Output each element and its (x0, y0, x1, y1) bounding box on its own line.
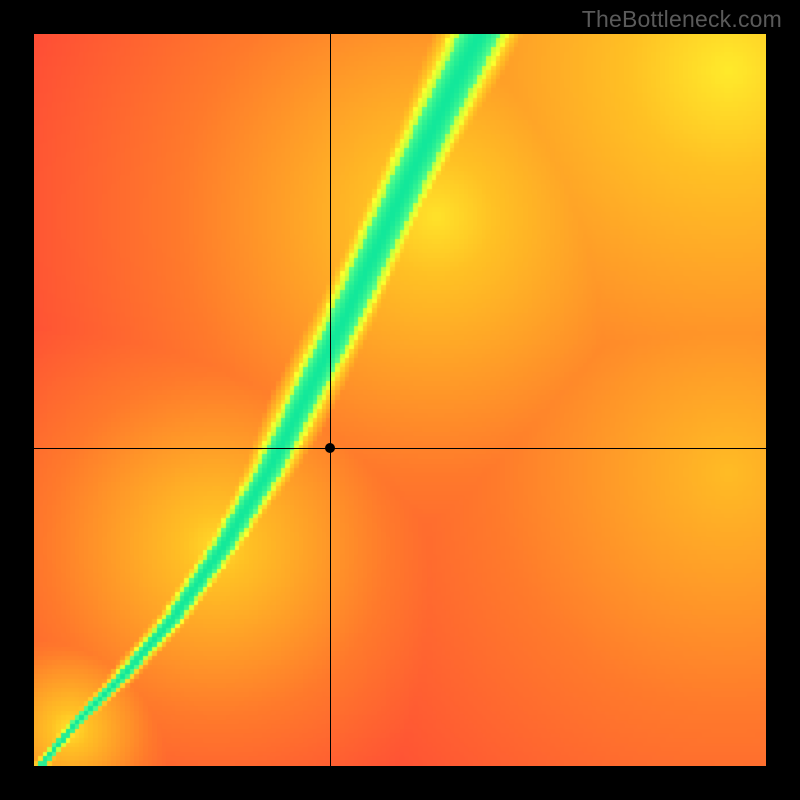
watermark-text: TheBottleneck.com (582, 6, 782, 33)
crosshair-vertical (330, 34, 331, 766)
crosshair-marker-dot (325, 443, 335, 453)
heatmap-plot (34, 34, 766, 766)
crosshair-horizontal (34, 448, 766, 449)
heatmap-canvas (34, 34, 766, 766)
